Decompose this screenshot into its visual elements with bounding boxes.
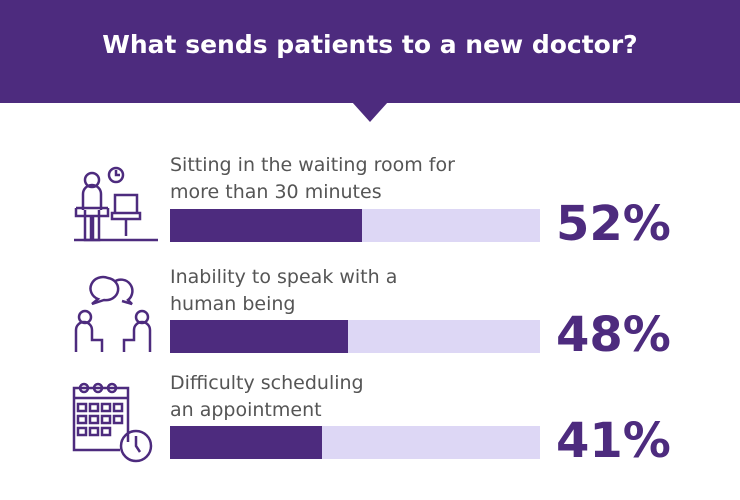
bar-fill xyxy=(170,209,363,242)
percent-value: 48% xyxy=(556,307,671,363)
page-title: What sends patients to a new doctor? xyxy=(102,30,638,59)
item-label-line: Sitting in the waiting room for xyxy=(170,154,455,176)
item-label: Difficulty scheduling an appointment xyxy=(170,370,364,424)
percent-value: 52% xyxy=(556,196,671,252)
bar-track xyxy=(170,209,540,242)
waiting-room-icon xyxy=(74,166,158,242)
header-banner xyxy=(0,0,740,103)
item-label-line: Difficulty scheduling xyxy=(170,372,364,394)
item-label: Sitting in the waiting room for more tha… xyxy=(170,152,455,206)
percent-value: 41% xyxy=(556,413,671,469)
item-label-line: human being xyxy=(170,293,296,315)
bar-fill xyxy=(170,320,348,353)
bar-fill xyxy=(170,426,322,459)
item-label-line: Inability to speak with a xyxy=(170,266,398,288)
conversation-icon xyxy=(74,275,152,352)
item-label-line: an appointment xyxy=(170,399,322,421)
item-label: Inability to speak with a human being xyxy=(170,264,397,318)
header-notch xyxy=(352,102,388,122)
bar-track xyxy=(170,426,540,459)
item-label-line: more than 30 minutes xyxy=(170,181,382,203)
bar-track xyxy=(170,320,540,353)
calendar-clock-icon xyxy=(72,382,153,463)
